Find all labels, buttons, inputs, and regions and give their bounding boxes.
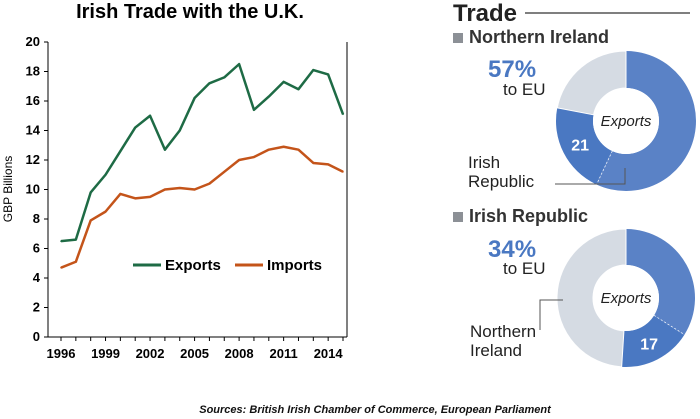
- x-tick-label: 2002: [136, 346, 165, 361]
- data-point-exports: [178, 129, 181, 132]
- data-point-exports: [164, 148, 166, 151]
- data-point-imports: [178, 187, 181, 189]
- legend-label-exports: Exports: [165, 257, 221, 274]
- data-point-exports: [267, 95, 270, 98]
- data-point-exports: [134, 126, 137, 129]
- data-point-exports: [193, 97, 196, 99]
- y-tick-label: 12: [26, 152, 40, 167]
- donut-center-label: Exports: [601, 290, 652, 307]
- data-point-imports: [312, 162, 315, 164]
- x-tick-label: 2008: [225, 346, 254, 361]
- partner-label-line: Republic: [468, 172, 535, 191]
- data-point-imports: [223, 171, 226, 173]
- donut-northern-ireland: Northern Ireland 21 Exports 57%to EU IrishRe…: [453, 27, 696, 191]
- x-tick-label: 2005: [180, 346, 209, 361]
- data-point-exports: [60, 240, 62, 242]
- x-tick-label: 1996: [47, 346, 76, 361]
- section-title: Irish Republic: [469, 206, 588, 226]
- y-tick-label: 4: [33, 270, 41, 285]
- data-point-imports: [60, 266, 62, 269]
- data-point-exports: [342, 113, 344, 116]
- y-tick-label: 6: [33, 241, 40, 256]
- headline-percent: 57%: [488, 56, 536, 83]
- headline-percent: 34%: [488, 236, 536, 263]
- partner-label-line: Northern: [470, 322, 536, 341]
- partner-leader-line: [555, 168, 626, 185]
- y-tick-label: 8: [33, 211, 40, 226]
- y-axis-label: GBP Billions: [1, 156, 15, 222]
- y-tick-label: 10: [26, 182, 40, 197]
- headline-suffix: to EU: [503, 259, 546, 278]
- y-tick-label: 2: [33, 300, 40, 315]
- chart-series: [60, 62, 345, 269]
- donut-slice-irish-republic: [555, 107, 612, 185]
- slice-value-label: 21: [571, 137, 589, 154]
- donut-hole: [593, 265, 659, 331]
- data-point-exports: [104, 173, 107, 176]
- data-point-exports: [238, 63, 240, 65]
- partner-label-line: Ireland: [470, 341, 522, 360]
- data-point-imports: [193, 188, 196, 191]
- slice-value-label: 17: [640, 336, 658, 353]
- legend-label-imports: Imports: [267, 257, 322, 274]
- data-point-imports: [164, 188, 166, 191]
- data-point-exports: [223, 76, 226, 79]
- x-axis-ticks: 1996 1999 2002 2005 2008 2011 2014: [47, 337, 344, 361]
- y-tick-label: 16: [26, 93, 40, 108]
- section-bullet: [453, 212, 463, 222]
- donut-irish-republic: Irish Republic 17 Exports 34%to EU NorthernI…: [453, 206, 695, 368]
- data-point-imports: [104, 210, 107, 213]
- data-point-imports: [342, 171, 344, 173]
- data-point-imports: [297, 148, 300, 151]
- data-point-imports: [238, 159, 240, 161]
- data-point-exports: [282, 81, 285, 83]
- data-point-exports: [327, 73, 329, 76]
- y-tick-label: 18: [26, 64, 40, 79]
- partner-leader-line: [539, 299, 563, 330]
- data-point-imports: [75, 260, 77, 263]
- data-point-imports: [208, 182, 211, 185]
- data-point-imports: [327, 163, 329, 166]
- y-tick-label: 20: [26, 34, 40, 49]
- panel-title: Trade: [453, 0, 517, 27]
- data-point-imports: [89, 219, 92, 222]
- y-tick-label: 14: [26, 123, 41, 138]
- data-point-exports: [297, 88, 300, 90]
- headline-suffix: to EU: [503, 80, 546, 99]
- donut-slice-northern-ireland: [621, 315, 685, 367]
- data-point-exports: [149, 114, 151, 117]
- data-point-imports: [253, 156, 255, 158]
- data-point-imports: [282, 145, 285, 148]
- data-point-imports: [119, 193, 122, 195]
- x-tick-label: 2014: [314, 346, 344, 361]
- x-tick-label: 1999: [91, 346, 120, 361]
- data-point-imports: [149, 196, 151, 198]
- x-tick-label: 2011: [270, 346, 298, 361]
- y-tick-label: 0: [33, 329, 40, 344]
- donut-hole: [593, 88, 659, 154]
- data-point-exports: [119, 150, 122, 152]
- y-axis-ticks: 0 2 4 6 8 10 12 14 16 18 20: [26, 34, 48, 344]
- donut-center-label: Exports: [601, 113, 652, 130]
- series-line-imports: [60, 145, 344, 269]
- donut-slice-to-eu: [626, 229, 695, 335]
- donut-slice-to-eu: [596, 51, 696, 191]
- series-line-exports: [60, 62, 345, 243]
- chart-legend: Exports Imports: [133, 257, 322, 274]
- section-bullet: [453, 33, 463, 43]
- data-point-exports: [208, 82, 211, 85]
- section-title: Northern Ireland: [469, 27, 609, 47]
- data-point-exports: [253, 109, 255, 111]
- source-note: Sources: British Irish Chamber of Commer…: [199, 404, 552, 416]
- data-point-exports: [312, 69, 315, 71]
- chart-title: Irish Trade with the U.K.: [76, 1, 304, 23]
- line-chart: Irish Trade with the U.K. GBP Billions 0…: [1, 1, 348, 361]
- data-point-exports: [89, 191, 92, 194]
- data-point-imports: [267, 148, 270, 151]
- partner-label-line: Irish: [468, 153, 500, 172]
- data-point-imports: [134, 197, 137, 200]
- data-point-exports: [75, 238, 77, 241]
